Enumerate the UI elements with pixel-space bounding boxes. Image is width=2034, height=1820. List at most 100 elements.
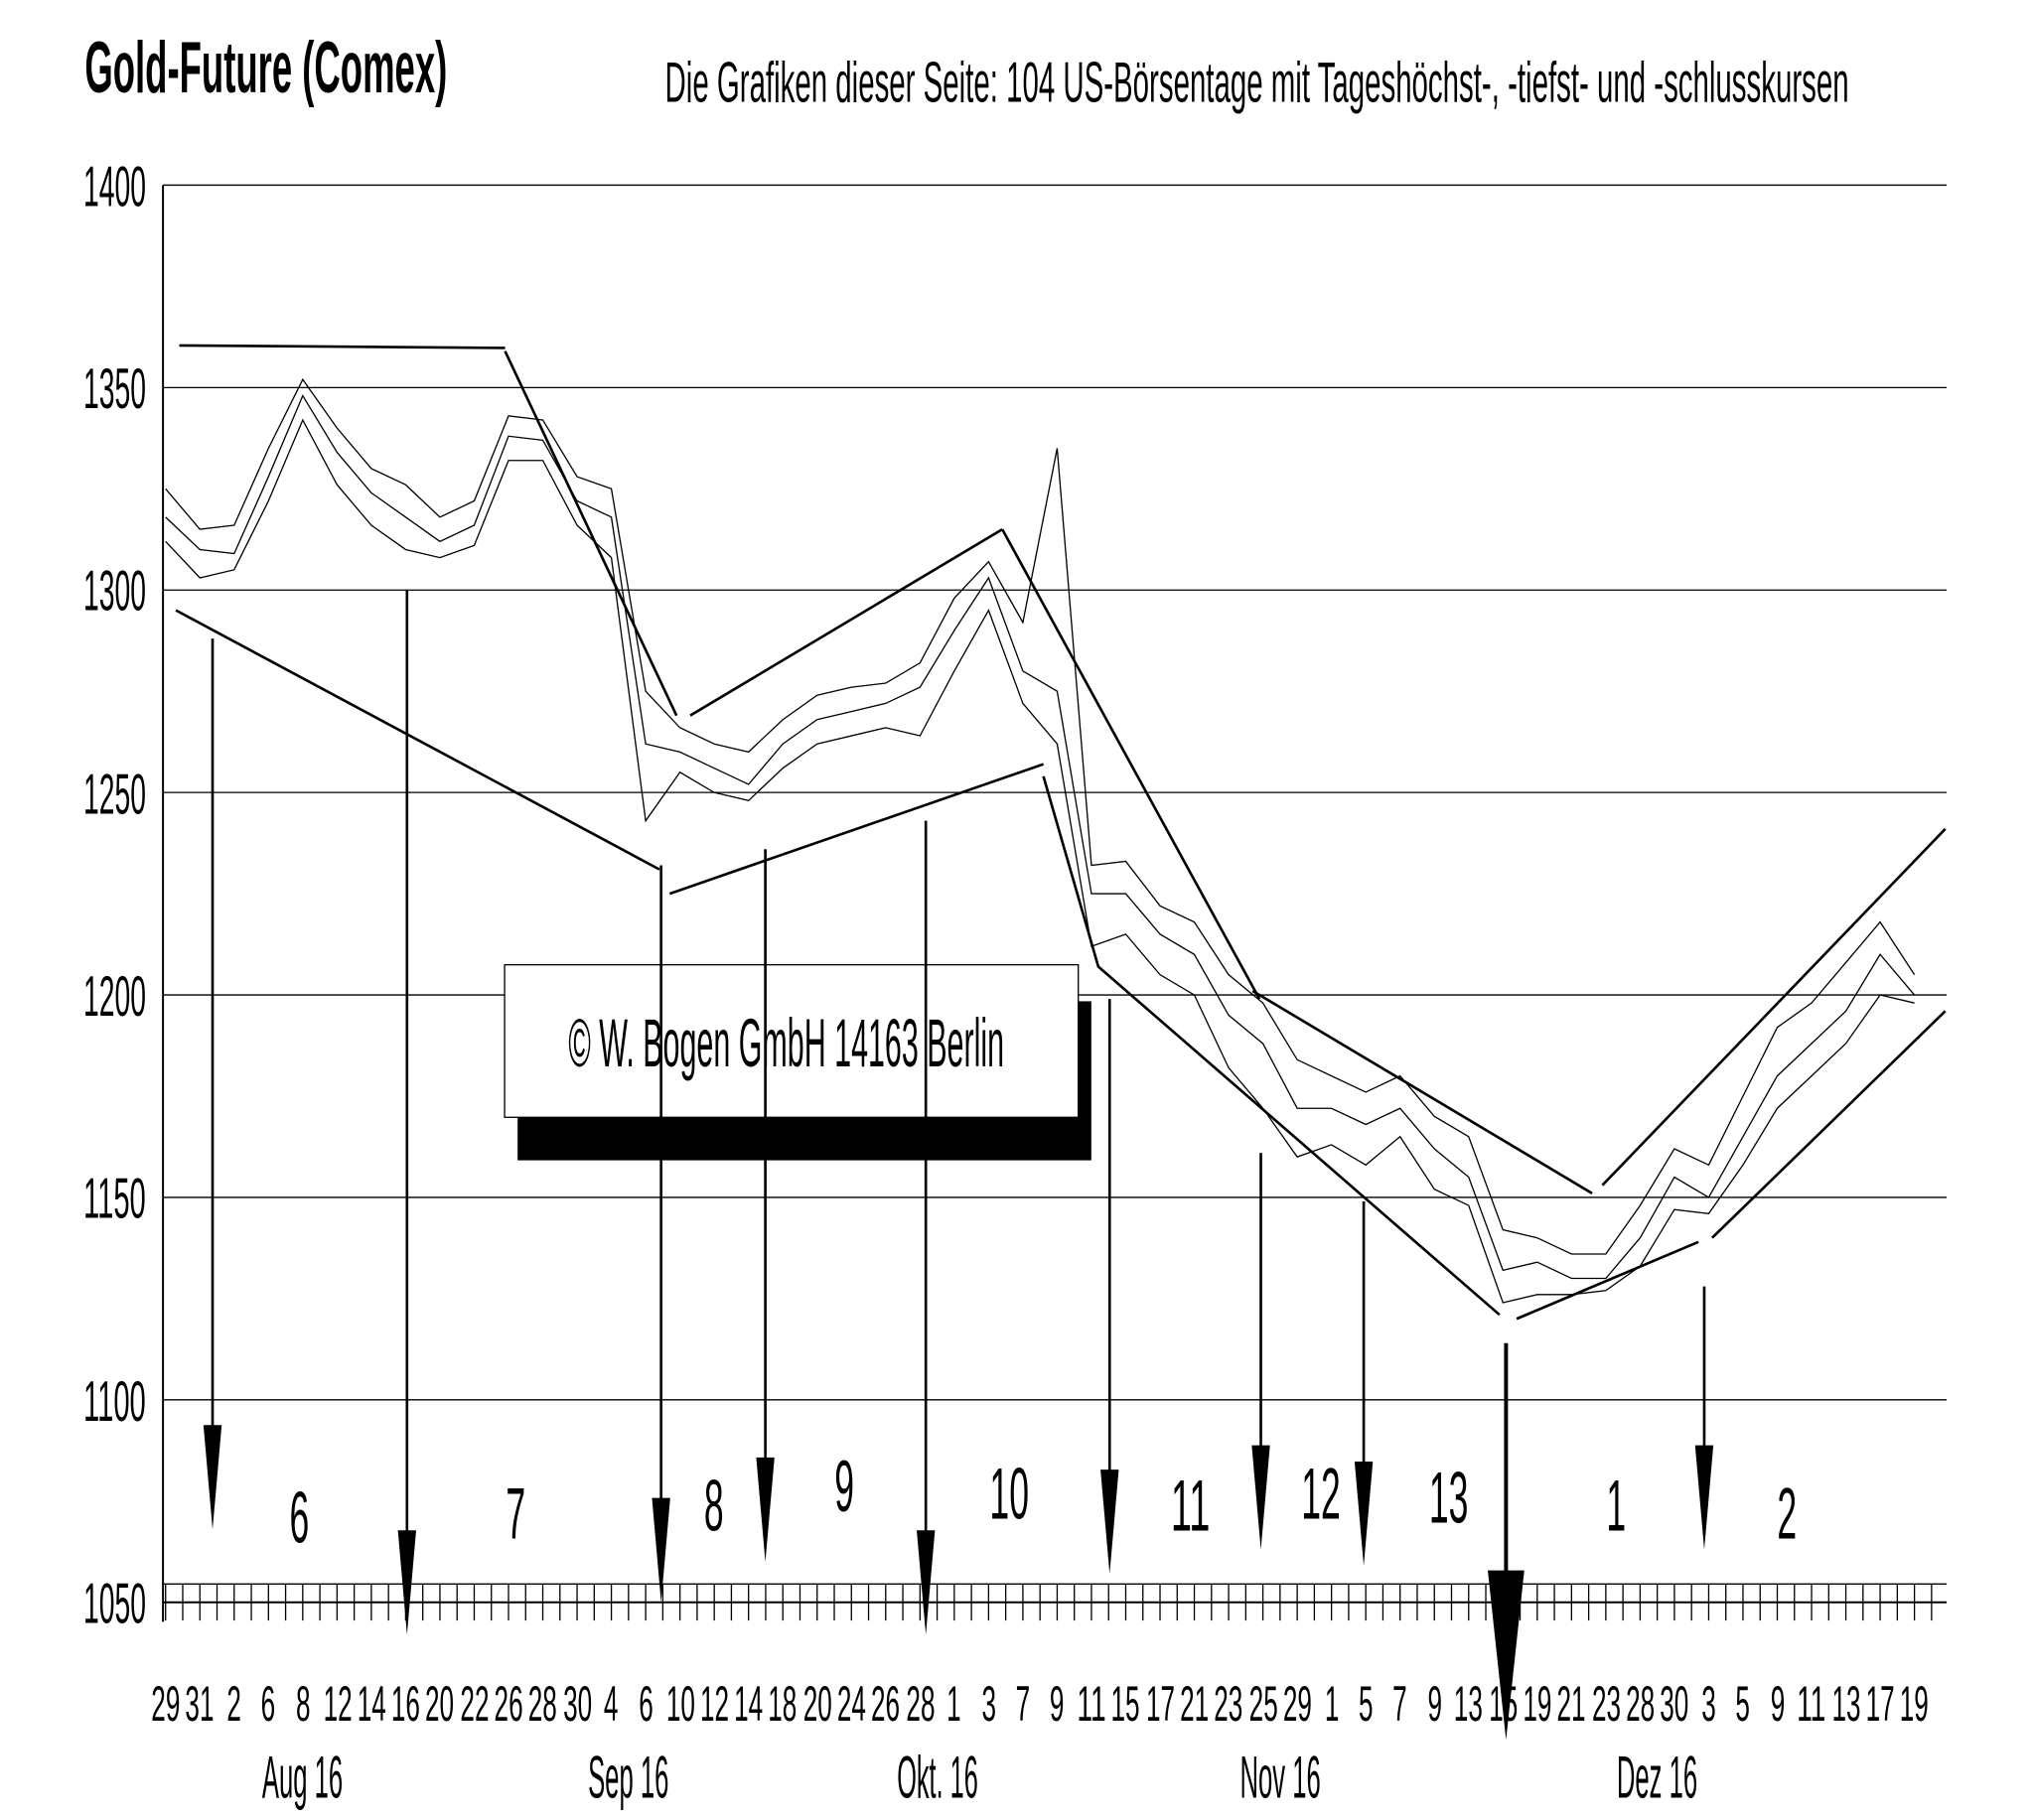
arrows xyxy=(203,590,1714,1741)
wave-label: 7 xyxy=(506,1471,525,1555)
x-tick-label: 12 xyxy=(322,1677,352,1733)
wave-label: 10 xyxy=(989,1452,1029,1535)
y-tick-label: 1050 xyxy=(83,1572,146,1636)
arrow-down-icon xyxy=(756,1457,775,1562)
wave-label: 1 xyxy=(1606,1464,1627,1547)
x-tick-label: 2 xyxy=(226,1677,242,1733)
wave-label: 8 xyxy=(704,1464,725,1547)
x-tick-label: 30 xyxy=(562,1677,592,1733)
x-tick-label: 9 xyxy=(1427,1677,1442,1733)
x-tick-label: 5 xyxy=(1735,1677,1751,1733)
chart-subtitle: Die Grafiken dieser Seite: 104 US-Börsen… xyxy=(664,51,1849,115)
arrow-down-icon xyxy=(652,1497,670,1603)
arrow-down-icon xyxy=(1488,1570,1525,1741)
x-tick-label: 9 xyxy=(1770,1677,1785,1733)
copyright-panel xyxy=(504,963,1080,1118)
x-tick-label: 28 xyxy=(905,1677,935,1733)
x-tick-label: 19 xyxy=(1900,1677,1930,1733)
x-axis xyxy=(163,1583,1948,1621)
month-label: Dez 16 xyxy=(1616,1743,1698,1812)
arrow-down-icon xyxy=(917,1530,936,1635)
x-tick-label: 9 xyxy=(1050,1677,1065,1733)
trend-line xyxy=(689,527,1003,717)
x-tick-label: 29 xyxy=(151,1677,181,1733)
arrow-down-icon xyxy=(397,1530,416,1635)
month-label: Okt. 16 xyxy=(896,1743,978,1812)
x-tick-label: 10 xyxy=(665,1677,695,1733)
x-tick-label: 20 xyxy=(425,1677,455,1733)
price-series xyxy=(165,377,1916,1304)
y-tick-label: 1150 xyxy=(83,1167,146,1231)
x-tick-label: 28 xyxy=(528,1677,558,1733)
x-tick-label: 7 xyxy=(1015,1677,1031,1733)
x-tick-label: 26 xyxy=(494,1677,523,1733)
copyright-box xyxy=(504,963,1091,1161)
x-tick-label: 3 xyxy=(1701,1677,1716,1733)
x-tick-label: 14 xyxy=(734,1677,764,1733)
x-tick-label: 16 xyxy=(390,1677,421,1733)
trend-line xyxy=(1601,827,1947,1187)
y-tick-label: 1400 xyxy=(83,155,146,219)
x-tick-label: 17 xyxy=(1145,1677,1175,1733)
series-high xyxy=(165,377,1916,1255)
x-tick-label: 8 xyxy=(295,1677,311,1733)
trend-line xyxy=(1251,989,1593,1194)
wave-label: 9 xyxy=(834,1444,855,1527)
wave-label: 2 xyxy=(1778,1471,1798,1555)
x-tick-label: 24 xyxy=(836,1677,866,1733)
wave-label: 12 xyxy=(1301,1452,1342,1535)
arrow-down-icon xyxy=(1694,1445,1714,1550)
x-tick-label: 19 xyxy=(1523,1677,1552,1733)
x-tick-label: 5 xyxy=(1358,1677,1374,1733)
x-tick-label: 15 xyxy=(1488,1677,1518,1733)
y-tick-label: 1250 xyxy=(83,762,146,827)
y-tick-label: 1300 xyxy=(83,559,146,625)
x-tick-label: 13 xyxy=(1454,1677,1484,1733)
wave-label: 11 xyxy=(1171,1464,1211,1547)
copyright-text: © W. Bogen GmbH 14163 Berlin xyxy=(568,1007,1005,1083)
arrow-down-icon xyxy=(1354,1461,1374,1567)
x-tick-label: 21 xyxy=(1180,1677,1210,1733)
x-tick-label: 13 xyxy=(1831,1677,1861,1733)
x-tick-label: 25 xyxy=(1248,1677,1278,1733)
x-tick-label: 11 xyxy=(1797,1677,1826,1733)
wave-label: 6 xyxy=(289,1475,310,1559)
x-tick-label: 28 xyxy=(1625,1677,1656,1733)
trend-line xyxy=(175,609,660,871)
x-tick-label: 14 xyxy=(357,1677,386,1733)
x-tick-label: 23 xyxy=(1591,1677,1621,1733)
x-tick-label: 1 xyxy=(946,1677,962,1733)
arrow-down-icon xyxy=(1251,1445,1270,1550)
trend-line xyxy=(1001,528,1261,1000)
x-tick-label: 30 xyxy=(1660,1677,1689,1733)
x-tick-label: 26 xyxy=(871,1677,901,1733)
trend-line xyxy=(504,350,678,717)
x-tick-label: 11 xyxy=(1077,1677,1106,1733)
y-tick-label: 1200 xyxy=(83,964,146,1030)
y-tick-label: 1350 xyxy=(83,357,146,422)
trend-lines xyxy=(175,344,1947,1321)
x-tick-label: 23 xyxy=(1214,1677,1243,1733)
trend-line xyxy=(668,763,1045,896)
chart-title: Gold-Future (Comex) xyxy=(84,26,448,109)
trend-line xyxy=(1516,1240,1699,1321)
x-tick-label: 15 xyxy=(1111,1677,1141,1733)
y-tick-label: 1100 xyxy=(83,1369,146,1434)
x-tick-label: 20 xyxy=(802,1677,832,1733)
x-tick-label: 12 xyxy=(699,1677,729,1733)
x-tick-label: 31 xyxy=(185,1677,215,1733)
month-label: Aug 16 xyxy=(262,1743,344,1812)
x-tick-label: 6 xyxy=(638,1677,654,1733)
x-tick-label: 29 xyxy=(1282,1677,1312,1733)
x-tick-label: 21 xyxy=(1556,1677,1586,1733)
x-tick-label: 7 xyxy=(1392,1677,1408,1733)
trend-line xyxy=(1042,775,1501,1317)
x-tick-label: 1 xyxy=(1324,1677,1339,1733)
gridlines xyxy=(163,184,1948,1604)
month-label: Nov 16 xyxy=(1239,1743,1321,1812)
x-tick-label: 4 xyxy=(604,1677,619,1733)
series-close xyxy=(165,394,1916,1280)
